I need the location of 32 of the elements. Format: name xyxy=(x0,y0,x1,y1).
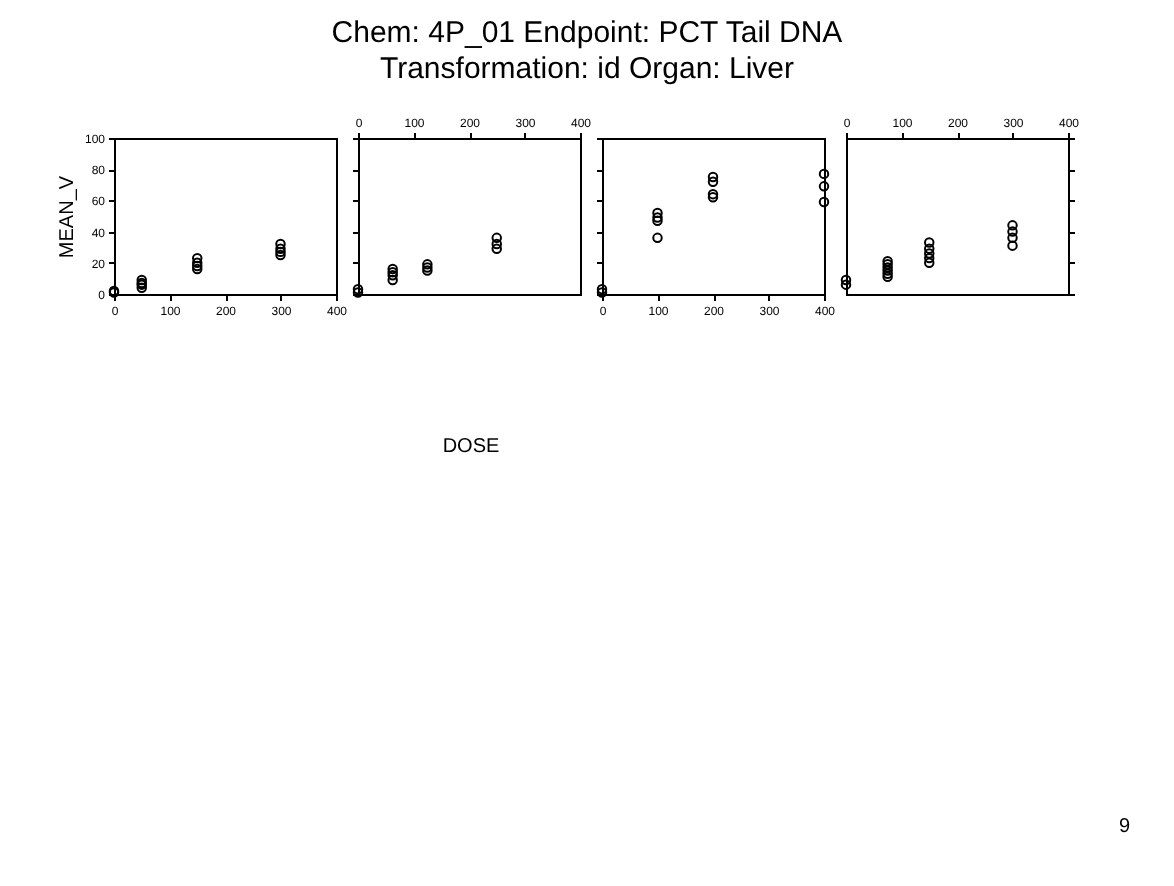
x-axis-title: DOSE xyxy=(440,436,502,458)
point xyxy=(491,243,502,254)
point xyxy=(924,237,935,248)
point xyxy=(275,238,286,250)
point xyxy=(924,257,935,269)
point xyxy=(818,196,830,208)
point xyxy=(1007,232,1018,244)
point xyxy=(882,271,893,283)
point xyxy=(1007,226,1018,237)
text: Chem: 4P_01 Endpoint: PCT Tail DNA Transformation: id Organ: Liver xyxy=(329,16,845,88)
point xyxy=(1007,240,1018,251)
point xyxy=(491,232,502,244)
y-axis-title: MEAN_V xyxy=(56,175,79,259)
point xyxy=(387,270,398,281)
text: 9 xyxy=(1118,816,1130,838)
point xyxy=(818,168,830,180)
point xyxy=(924,243,935,254)
point xyxy=(491,238,502,250)
point xyxy=(1007,220,1018,231)
point xyxy=(840,274,852,286)
point xyxy=(707,188,719,200)
point xyxy=(387,274,398,286)
point xyxy=(707,176,719,187)
point xyxy=(275,243,286,254)
point xyxy=(652,207,663,219)
point xyxy=(652,232,663,244)
point xyxy=(192,252,203,264)
point xyxy=(924,248,935,259)
point xyxy=(840,279,852,290)
point xyxy=(707,192,719,203)
point xyxy=(818,181,830,192)
point xyxy=(707,171,719,183)
